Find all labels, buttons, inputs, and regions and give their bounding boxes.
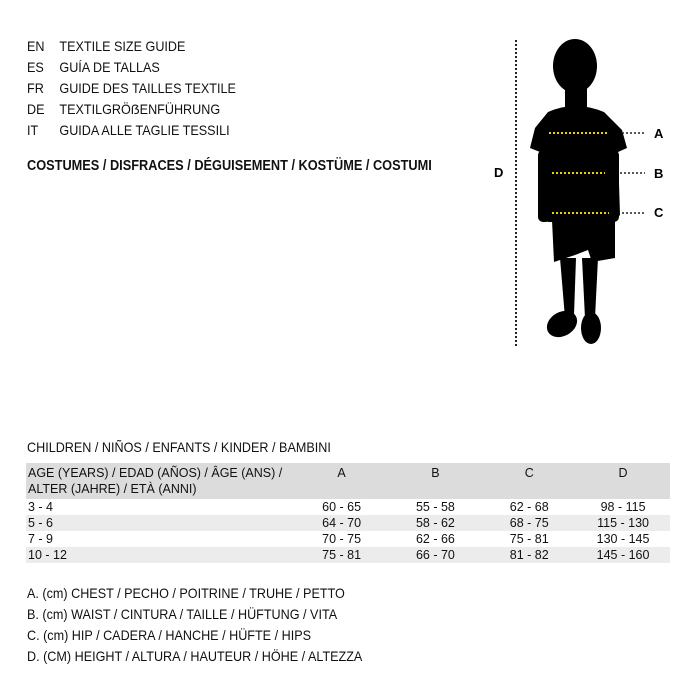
legend-c: C. (cm) HIP / CADERA / HANCHE / HÜFTE / … [27, 627, 312, 643]
cell: 66 - 70 [388, 547, 483, 563]
category-heading: COSTUMES / DISFRACES / DÉGUISEMENT / KOS… [27, 158, 432, 174]
title-text: GUIDA ALLE TAGLIE TESSILI [59, 122, 230, 138]
title-text: GUÍA DE TALLAS [59, 59, 160, 75]
table-row: 7 - 9 70 - 75 62 - 66 75 - 81 130 - 145 [26, 531, 670, 547]
title-it: IT GUIDA ALLE TAGLIE TESSILI [27, 122, 230, 138]
table-row: 5 - 6 64 - 70 58 - 62 68 - 75 115 - 130 [26, 515, 670, 531]
legend-d: D. (CM) HEIGHT / ALTURA / HAUTEUR / HÖHE… [27, 648, 363, 664]
cell: 60 - 65 [322, 500, 362, 514]
cell: 55 - 58 [415, 500, 455, 514]
cell: 68 - 75 [482, 515, 577, 531]
cell: 145 - 160 [576, 547, 670, 563]
label-a: A [654, 126, 664, 141]
cell: 70 - 75 [322, 532, 362, 546]
cell: 75 - 81 [294, 547, 389, 563]
legend-b: B. (cm) WAIST / CINTURA / TAILLE / HÜFTU… [27, 606, 338, 622]
cell: 115 - 130 [576, 515, 670, 531]
cell: 98 - 115 [600, 500, 646, 514]
cell: 58 - 62 [388, 515, 483, 531]
title-de: DE TEXTILGRÖẞENFÜHRUNG [27, 101, 220, 117]
cell: 64 - 70 [294, 515, 389, 531]
cell: 5 - 6 [26, 515, 295, 531]
header-age: AGE (YEARS) / EDAD (AÑOS) / ÂGE (ANS) / … [26, 463, 295, 499]
label-d: D [494, 165, 503, 180]
measure-lines [549, 132, 609, 214]
lang-code: ES [27, 59, 44, 75]
cell: 75 - 81 [509, 532, 549, 546]
title-es: ES GUÍA DE TALLAS [27, 59, 160, 75]
child-silhouette-figure: A B C D [494, 39, 664, 346]
child-silhouette [530, 39, 627, 344]
title-text: TEXTILGRÖẞENFÜHRUNG [59, 101, 221, 117]
table-caption: CHILDREN / NIÑOS / ENFANTS / KINDER / BA… [27, 439, 331, 455]
cell: 62 - 68 [509, 500, 549, 514]
table-row: 3 - 4 60 - 65 55 - 58 62 - 68 98 - 115 [26, 499, 670, 515]
cell: 62 - 66 [415, 532, 455, 546]
header-d: D [576, 463, 670, 499]
cell: 7 - 9 [28, 532, 54, 546]
cell: 3 - 4 [28, 500, 54, 514]
lang-code: EN [27, 38, 45, 54]
header-b: B [388, 463, 483, 499]
title-fr: FR GUIDE DES TAILLES TEXTILE [27, 80, 236, 96]
title-text: TEXTILE SIZE GUIDE [59, 38, 186, 54]
header-c: C [482, 463, 577, 499]
cell: 10 - 12 [26, 547, 295, 563]
lang-code: FR [27, 80, 44, 96]
header-a: A [294, 463, 389, 499]
cell: 81 - 82 [482, 547, 577, 563]
cell: 130 - 145 [596, 532, 650, 546]
size-table: AGE (YEARS) / EDAD (AÑOS) / ÂGE (ANS) / … [26, 463, 670, 563]
title-text: GUIDE DES TAILLES TEXTILE [59, 80, 236, 96]
table-row: 10 - 12 75 - 81 66 - 70 81 - 82 145 - 160 [26, 547, 670, 563]
label-c: C [654, 205, 664, 220]
lang-code: IT [27, 122, 39, 138]
table-header: AGE (YEARS) / EDAD (AÑOS) / ÂGE (ANS) / … [26, 463, 670, 499]
title-en: EN TEXTILE SIZE GUIDE [27, 38, 185, 54]
lang-code: DE [27, 101, 45, 117]
legend-a: A. (cm) CHEST / PECHO / POITRINE / TRUHE… [27, 585, 345, 601]
label-b: B [654, 166, 663, 181]
